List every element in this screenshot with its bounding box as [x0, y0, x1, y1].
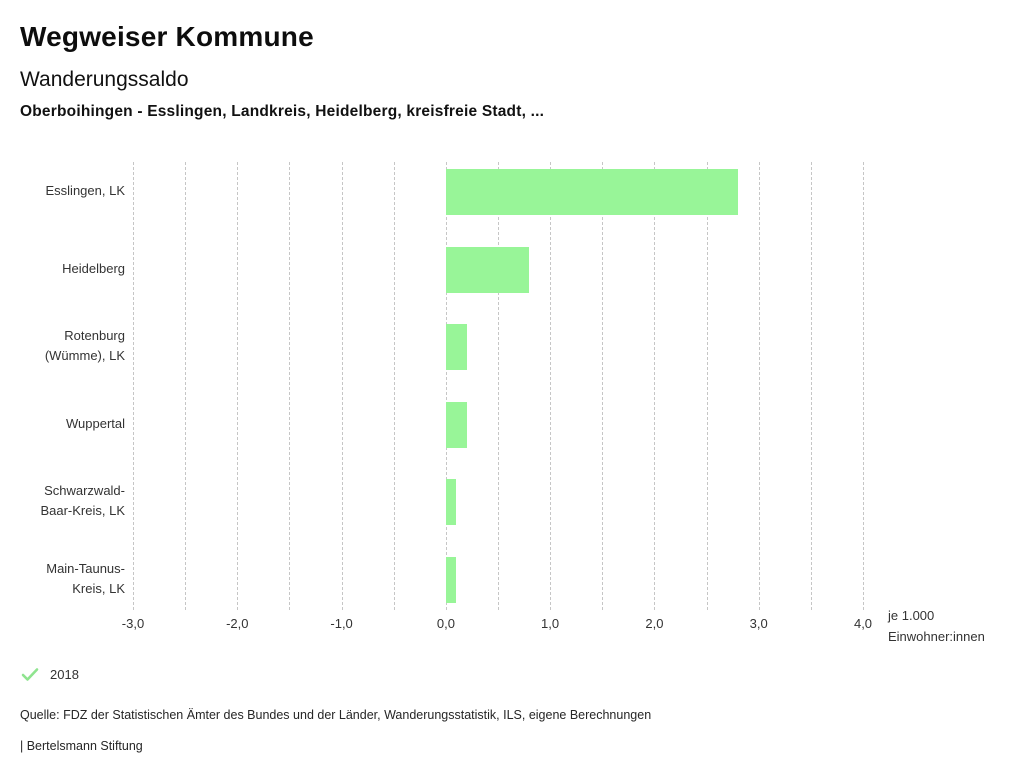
chart-subtitle: Oberboihingen - Esslingen, Landkreis, He… [20, 103, 545, 120]
legend-item-2018[interactable]: 2018 [21, 667, 79, 682]
gridline [289, 162, 291, 610]
check-icon [21, 668, 39, 681]
category-label: Schwarzwald- Baar-Kreis, LK [40, 483, 125, 519]
gridline [498, 162, 499, 610]
x-tick-label: 1,0 [541, 616, 560, 631]
bar-main-taunus-kreis-lk[interactable] [445, 557, 457, 603]
gridline [185, 162, 187, 610]
gridline [863, 162, 864, 610]
gridline [706, 162, 708, 610]
x-tick-label: -2,0 [226, 616, 249, 631]
gridline [758, 162, 760, 610]
x-tick-label: -1,0 [330, 616, 353, 631]
gridline [654, 162, 656, 610]
gridline [810, 162, 812, 610]
attribution-text: | Bertelsmann Stiftung [20, 739, 143, 753]
gridline [393, 162, 395, 610]
x-tick-label: 0,0 [436, 616, 455, 631]
axis-unit-label: je 1.000 Einwohner:innen [888, 608, 985, 644]
gridline [602, 162, 604, 610]
bar-schwarzwald-baar-kreis-lk[interactable] [445, 479, 457, 526]
chart-title: Wanderungssaldo [20, 68, 189, 91]
category-label: Main-Taunus- Kreis, LK [46, 561, 125, 596]
x-tick-label: 4,0 [853, 616, 873, 631]
gridline [341, 162, 343, 610]
gridline [550, 162, 552, 610]
bar-esslingen-lk[interactable] [445, 169, 738, 215]
gridline [445, 162, 447, 610]
category-label: Rotenburg (Wümme), LK [44, 328, 125, 364]
gridline [133, 162, 134, 610]
x-tick-label: -3,0 [121, 616, 145, 631]
page-title: Wegweiser Kommune [20, 21, 314, 52]
source-text: Quelle: FDZ der Statistischen Ämter des … [20, 708, 652, 722]
category-label: Heidelberg [62, 260, 125, 276]
category-label: Esslingen, LK [45, 183, 126, 198]
bar-heidelberg[interactable] [445, 246, 530, 293]
category-label: Wuppertal [65, 415, 125, 431]
legend-label: 2018 [50, 667, 79, 682]
bar-wuppertal[interactable] [445, 401, 467, 448]
x-tick-label: 2,0 [645, 616, 664, 631]
x-tick-label: 3,0 [749, 616, 768, 631]
bar-rotenburg-w-mme-lk[interactable] [445, 324, 467, 371]
gridline [237, 162, 239, 610]
